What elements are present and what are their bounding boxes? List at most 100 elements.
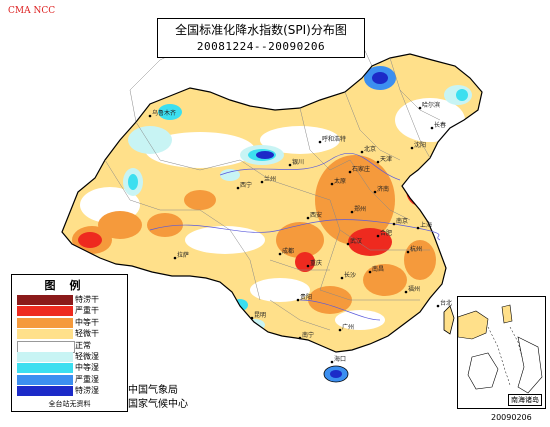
legend-swatch [17,340,75,353]
city-dot [148,114,152,118]
legend-swatch [17,352,73,362]
city-label: 郑州 [354,205,366,213]
city-dot [278,252,282,256]
city-label: 拉萨 [177,251,189,259]
city-marker: 拉萨 [173,251,189,260]
legend-swatch [17,363,73,374]
city-dot [346,242,350,246]
map-title: 全国标准化降水指数(SPI)分布图 [175,23,347,37]
city-label: 合肥 [380,229,392,237]
city-marker: 西安 [306,211,322,220]
city-marker: 南宁 [298,331,314,340]
city-label: 广州 [342,323,354,331]
city-dot [338,328,342,332]
city-label: 石家庄 [352,165,370,173]
city-label: 乌鲁木齐 [152,109,176,117]
city-label: 北京 [364,145,376,153]
city-label: 济南 [377,185,389,193]
city-dot [250,316,254,320]
city-label: 天津 [380,156,392,163]
city-label: 长沙 [344,271,356,279]
city-label: 长春 [434,121,446,129]
city-marker: 天津 [376,156,392,164]
city-marker: 成都 [278,247,294,256]
legend-swatch [17,295,73,305]
province-borders [104,57,441,331]
city-marker: 杭州 [406,245,422,254]
city-dot [298,336,302,340]
hainan-island [323,365,349,383]
city-dot [360,150,364,154]
city-marker: 福州 [404,285,420,294]
legend-label: 严重湿 [75,374,99,384]
city-marker: 西宁 [236,181,252,190]
city-dot [318,140,322,144]
city-marker: 广州 [338,323,354,332]
legend: 图例 特涝干严重干 中等干轻微干 正常轻微湿中等湿 严重湿特涝湿 全台站无资料 [11,274,128,412]
city-marker: 兰州 [260,175,276,184]
city-dot [406,250,410,254]
legend-footer: 全台站无资料 [48,400,91,408]
city-dot [330,360,334,364]
city-marker: 银川 [288,158,304,167]
legend-label: 严重干 [75,306,99,316]
legend-title: 图例 [44,279,95,292]
south-china-sea-inset: 南海诸岛 [457,296,546,409]
city-label: 杭州 [410,245,422,253]
legend-item: 中等干 [17,317,127,329]
legend-item: 特涝干 [17,295,127,306]
city-label: 西安 [310,211,322,219]
city-dot [350,210,354,214]
agency-mark: CMA NCC [8,6,56,16]
city-label: 南昌 [372,265,384,273]
city-dot [373,190,377,194]
legend-item: 中等湿 [17,363,127,374]
city-label: 西宁 [240,181,252,189]
city-marker: 长沙 [340,271,356,280]
city-marker: 哈尔滨 [418,101,440,110]
inset-label: 南海诸岛 [508,394,542,406]
map-date-range: 20081224--20090206 [196,40,326,53]
legend-label: 中等干 [75,317,99,327]
city-dot [416,226,420,230]
legend-item: 特涝湿 [17,386,127,397]
city-marker: 上海 [416,221,432,230]
legend-label: 特涝湿 [75,386,99,396]
city-label: 昆明 [254,312,266,319]
legend-swatch [17,329,73,340]
city-label: 台北 [440,299,452,307]
inset-map [457,304,543,394]
city-label: 上海 [420,221,432,229]
city-dot [330,182,334,186]
city-marker: 重庆 [306,259,322,268]
legend-label: 正常 [75,340,91,350]
city-marker: 乌鲁木齐 [148,109,176,118]
city-label: 太原 [334,177,346,185]
city-marker: 南昌 [368,265,384,274]
china-border [61,53,483,353]
city-dot [306,216,310,220]
city-label: 沈阳 [414,141,426,149]
city-dot [418,106,422,110]
city-dot [236,186,240,190]
city-marker: 呼和浩特 [318,135,346,144]
city-label: 重庆 [310,259,322,267]
credit-cma: 中国气象局 [128,385,178,396]
city-dot [288,163,292,167]
legend-item: 正常 [17,340,127,353]
city-label: 福州 [408,285,420,293]
taiwan-island [443,305,455,335]
legend-item: 轻微干 [17,329,127,340]
legend-label: 特涝干 [75,295,99,304]
city-dot [348,170,352,174]
legend-label: 轻微湿 [75,352,99,361]
city-dot [340,276,344,280]
city-marker: 武汉 [346,237,362,246]
legend-swatch [17,386,73,397]
city-label: 南宁 [302,331,314,339]
city-label: 兰州 [264,175,276,183]
rivers [149,153,441,321]
city-label: 银川 [292,158,304,166]
